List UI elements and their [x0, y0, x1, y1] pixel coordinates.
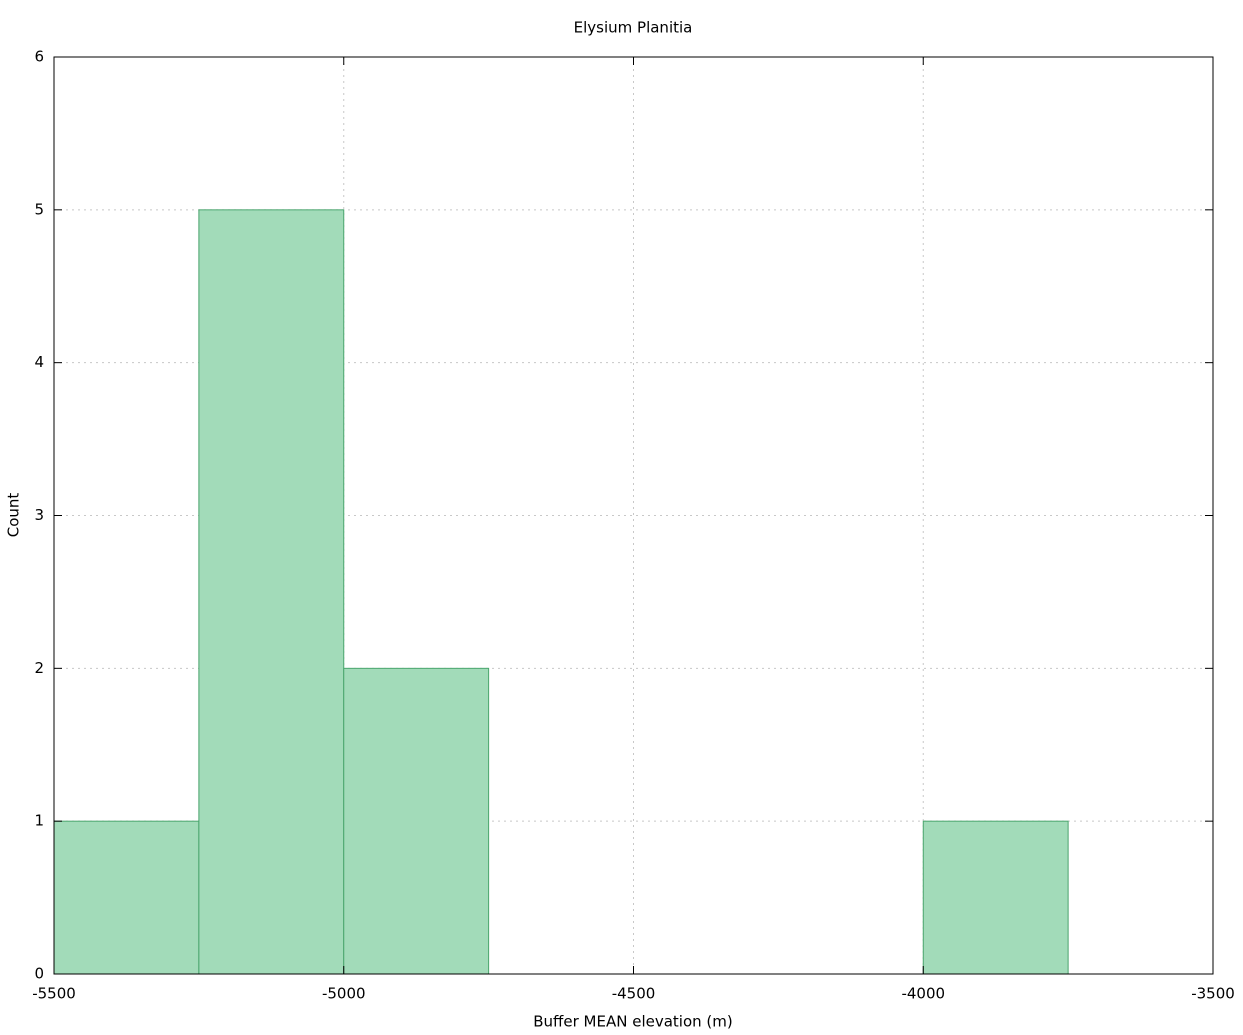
- y-tick-label: 3: [34, 506, 44, 524]
- y-tick-label: 0: [34, 965, 44, 983]
- y-axis-label: Count: [5, 493, 23, 538]
- x-tick-label: -4500: [612, 985, 656, 1003]
- x-tick-label: -5000: [322, 985, 366, 1003]
- x-tick-label: -5500: [32, 985, 76, 1003]
- y-tick-label: 1: [34, 812, 44, 830]
- y-tick-label: 2: [34, 659, 44, 677]
- y-tick-label: 4: [34, 353, 44, 371]
- bar: [343, 667, 490, 975]
- bar: [922, 820, 1069, 975]
- chart-title: Elysium Planitia: [574, 19, 693, 37]
- bar: [198, 209, 345, 975]
- x-tick-label: -3500: [1191, 985, 1235, 1003]
- y-tick-label: 6: [34, 48, 44, 66]
- x-tick-label: -4000: [901, 985, 945, 1003]
- bars: [53, 209, 1069, 975]
- ticks: 0 1 2 3 4 5 6 -5500 -5000 -4500 -4000 -3500: [32, 48, 1235, 1003]
- plot-frame: [53, 56, 1214, 975]
- y-tick-label: 5: [34, 200, 44, 218]
- bar: [53, 820, 200, 975]
- x-axis-label: Buffer MEAN elevation (m): [533, 1013, 732, 1031]
